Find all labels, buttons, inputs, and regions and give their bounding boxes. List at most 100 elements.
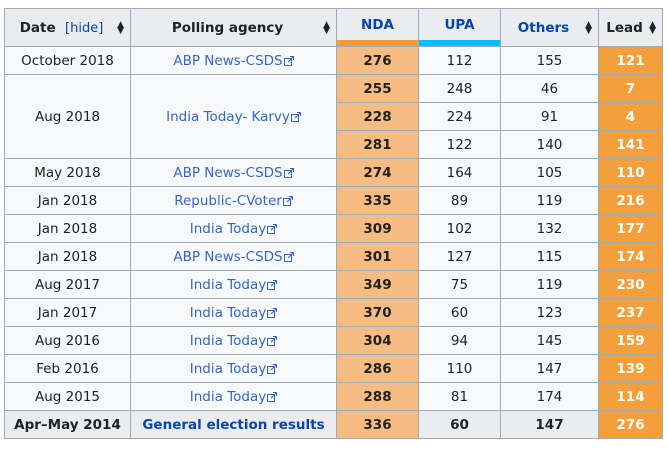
external-link-icon (282, 195, 293, 206)
date-cell: Aug 2016 (4, 326, 131, 355)
nda-seats: 276 (336, 46, 419, 75)
lead-header[interactable]: Lead ▲ ▼ (598, 8, 663, 47)
agency-cell: India Today (130, 298, 337, 327)
upa-header[interactable]: UPA (418, 8, 501, 47)
others-seats: 123 (500, 298, 599, 327)
table-row: May 2018 ABP News-CSDS 274 164 105 110 (4, 158, 663, 187)
total-nda-seats: 336 (336, 410, 419, 439)
date-cell: May 2018 (4, 158, 131, 187)
total-upa-seats: 60 (418, 410, 501, 439)
nda-seats: 370 (336, 298, 419, 327)
election-results-link[interactable]: General election results (142, 416, 325, 433)
external-link-icon (267, 335, 278, 346)
upa-link[interactable]: UPA (444, 16, 475, 33)
nda-seats: 286 (336, 354, 419, 383)
nda-link[interactable]: NDA (361, 16, 394, 33)
nda-seats: 255 (336, 74, 419, 103)
others-seats: 132 (500, 214, 599, 243)
table-row: Aug 2018 India Today- Karvy 255 248 46 7 (4, 74, 663, 159)
agency-link[interactable]: India Today (190, 389, 278, 405)
hide-link[interactable]: [hide] (65, 20, 104, 36)
upa-seats: 112 (418, 46, 501, 75)
others-seats: 115 (500, 242, 599, 271)
agency-cell: India Today (130, 214, 337, 243)
table-row: Jan 2018 ABP News-CSDS 301 127 115 174 (4, 242, 663, 271)
nda-seats: 228 (336, 102, 419, 131)
nda-seats: 349 (336, 270, 419, 299)
date-cell: Aug 2017 (4, 270, 131, 299)
agency-link[interactable]: India Today (190, 305, 278, 321)
lead-value: 110 (598, 158, 663, 187)
date-cell: October 2018 (4, 46, 131, 75)
lead-header-label: Lead (606, 19, 643, 36)
nda-seats: 301 (336, 242, 419, 271)
agency-link[interactable]: ABP News-CSDS (173, 53, 294, 69)
others-seats: 155 (500, 46, 599, 75)
sort-icon[interactable]: ▲ ▼ (323, 19, 330, 36)
others-seats: 140 (500, 130, 599, 159)
date-header-label: Date (19, 19, 56, 36)
upa-color-bar (419, 40, 500, 46)
external-link-icon (283, 55, 294, 66)
external-link-icon (267, 391, 278, 402)
agency-link[interactable]: ABP News-CSDS (173, 249, 294, 265)
external-link-icon (283, 167, 294, 178)
lead-value: 121 (598, 46, 663, 75)
others-seats: 105 (500, 158, 599, 187)
agency-link[interactable]: Republic-CVoter (174, 193, 293, 209)
upa-seats: 94 (418, 326, 501, 355)
external-link-icon (267, 363, 278, 374)
date-cell: Jan 2017 (4, 298, 131, 327)
upa-seats: 110 (418, 354, 501, 383)
lead-value: 177 (598, 214, 663, 243)
nda-header[interactable]: NDA (336, 8, 419, 47)
date-header[interactable]: Date [hide] ▲ ▼ (4, 8, 131, 47)
table-row: Jan 2017 India Today 370 60 123 237 (4, 298, 663, 327)
date-cell: Aug 2015 (4, 382, 131, 411)
upa-seats: 81 (418, 382, 501, 411)
upa-seats: 127 (418, 242, 501, 271)
agency-cell: Republic-CVoter (130, 186, 337, 215)
agency-cell: India Today (130, 326, 337, 355)
header-row: Date [hide] ▲ ▼ Polling agency ▲ ▼ NDA UPA… (4, 8, 663, 47)
others-seats: 119 (500, 186, 599, 215)
others-seats: 119 (500, 270, 599, 299)
upa-seats: 164 (418, 158, 501, 187)
agency-header-label: Polling agency (171, 19, 284, 36)
upa-seats: 248 (418, 74, 501, 103)
table-row: Aug 2017 India Today 349 75 119 230 (4, 270, 663, 299)
external-link-icon (267, 223, 278, 234)
lead-value: 7 (598, 74, 663, 103)
total-lead-value: 276 (598, 410, 663, 439)
table-row: Jan 2018 India Today 309 102 132 177 (4, 214, 663, 243)
others-seats: 145 (500, 326, 599, 355)
nda-seats: 288 (336, 382, 419, 411)
agency-cell: India Today- Karvy (130, 74, 337, 159)
agency-link[interactable]: India Today- Karvy (166, 109, 301, 125)
total-date-cell: Apr–May 2014 (4, 410, 131, 439)
others-link[interactable]: Others (517, 19, 570, 36)
others-header[interactable]: Others ▲ ▼ (500, 8, 599, 47)
agency-cell: India Today (130, 382, 337, 411)
lead-value: 139 (598, 354, 663, 383)
upa-seats: 224 (418, 102, 501, 131)
nda-seats: 304 (336, 326, 419, 355)
agency-link[interactable]: India Today (190, 361, 278, 377)
agency-link[interactable]: India Today (190, 277, 278, 293)
upa-seats: 102 (418, 214, 501, 243)
lead-value: 230 (598, 270, 663, 299)
agency-header[interactable]: Polling agency ▲ ▼ (130, 8, 337, 47)
polling-table: Date [hide] ▲ ▼ Polling agency ▲ ▼ NDA UPA… (4, 8, 663, 439)
lead-value: 114 (598, 382, 663, 411)
total-row: Apr–May 2014 General election results 33… (4, 410, 663, 439)
agency-link[interactable]: India Today (190, 333, 278, 349)
upa-seats: 89 (418, 186, 501, 215)
sort-icon[interactable]: ▲ ▼ (585, 19, 592, 36)
agency-link[interactable]: India Today (190, 221, 278, 237)
sort-icon[interactable]: ▲ ▼ (649, 19, 656, 36)
table-row: Jan 2018 Republic-CVoter 335 89 119 216 (4, 186, 663, 215)
agency-link[interactable]: ABP News-CSDS (173, 165, 294, 181)
external-link-icon (267, 279, 278, 290)
table-row: Aug 2015 India Today 288 81 174 114 (4, 382, 663, 411)
sort-icon[interactable]: ▲ ▼ (117, 19, 124, 36)
